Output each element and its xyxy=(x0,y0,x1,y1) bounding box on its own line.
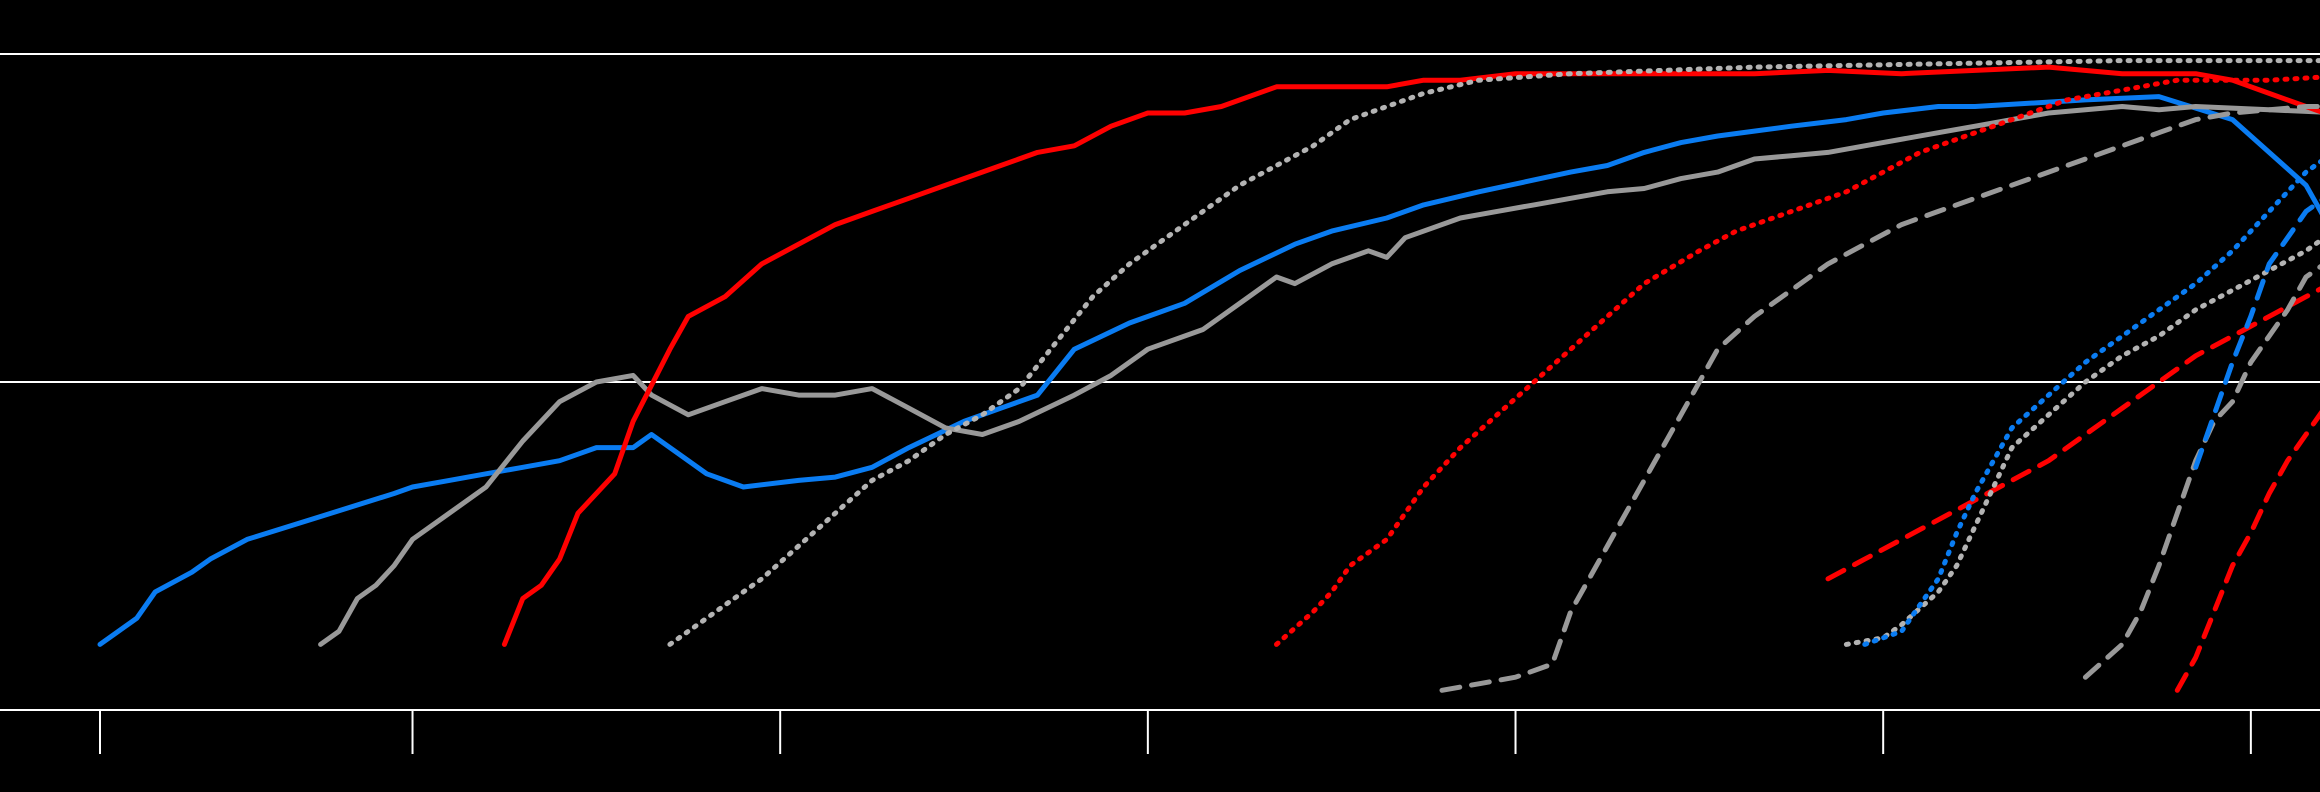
series-line-solid xyxy=(501,64,2320,647)
series-line-dashed xyxy=(1825,286,2320,582)
series-line-dashed xyxy=(1439,104,2320,693)
series-line-dotted xyxy=(1843,237,2320,647)
series-line-dotted xyxy=(667,58,2320,647)
series-lines xyxy=(97,58,2320,693)
x-axis xyxy=(99,710,2252,754)
series-line-dotted xyxy=(1274,74,2320,647)
series-line-dotted xyxy=(1862,159,2320,647)
series-line-dashed xyxy=(2082,263,2320,680)
gridlines xyxy=(0,53,2320,711)
series-line-solid xyxy=(318,104,2320,647)
series-line-dashed xyxy=(2174,410,2320,693)
